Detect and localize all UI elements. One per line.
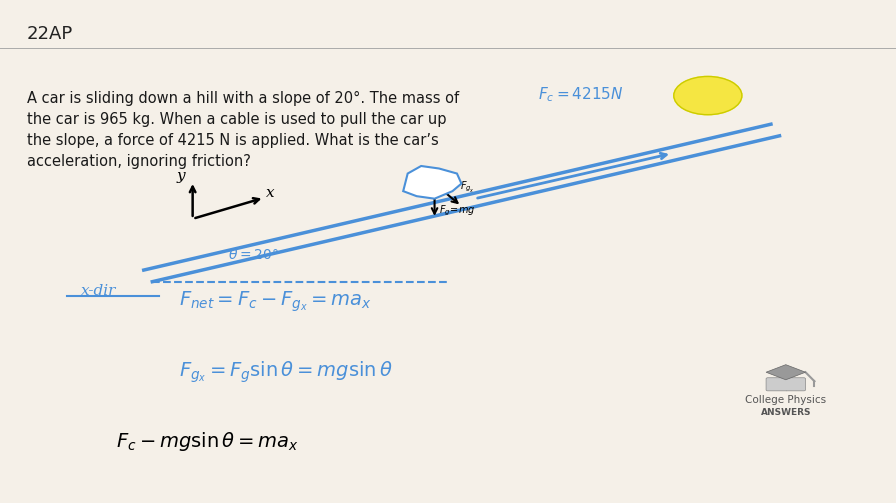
Text: 22AP: 22AP (27, 25, 73, 43)
Text: $\theta = 20°$: $\theta = 20°$ (228, 246, 280, 262)
Text: $F_{g_x} = F_g \sin\theta = mg\sin\theta$: $F_{g_x} = F_g \sin\theta = mg\sin\theta… (179, 360, 393, 385)
Polygon shape (766, 365, 806, 380)
Text: $F_g\!=\!mg$: $F_g\!=\!mg$ (439, 204, 476, 218)
Text: $F_c - mg\sin\theta = ma_x$: $F_c - mg\sin\theta = ma_x$ (116, 430, 299, 453)
Text: ANSWERS: ANSWERS (761, 408, 811, 417)
Polygon shape (403, 166, 461, 199)
Text: $F_c = 4215N$: $F_c = 4215N$ (538, 86, 624, 104)
Text: $F_{g_y}$: $F_{g_y}$ (436, 170, 452, 186)
Text: $F_{net} = F_c - F_{g_x} = ma_x$: $F_{net} = F_c - F_{g_x} = ma_x$ (179, 289, 372, 314)
Text: $F_{g_x}$: $F_{g_x}$ (460, 179, 475, 194)
Text: y: y (177, 169, 185, 183)
FancyBboxPatch shape (766, 378, 806, 391)
Circle shape (674, 76, 742, 115)
Text: x: x (266, 186, 275, 200)
Text: x-dir: x-dir (81, 284, 116, 298)
Text: College Physics: College Physics (745, 395, 826, 405)
Text: A car is sliding down a hill with a slope of 20°. The mass of
the car is 965 kg.: A car is sliding down a hill with a slop… (27, 91, 459, 169)
